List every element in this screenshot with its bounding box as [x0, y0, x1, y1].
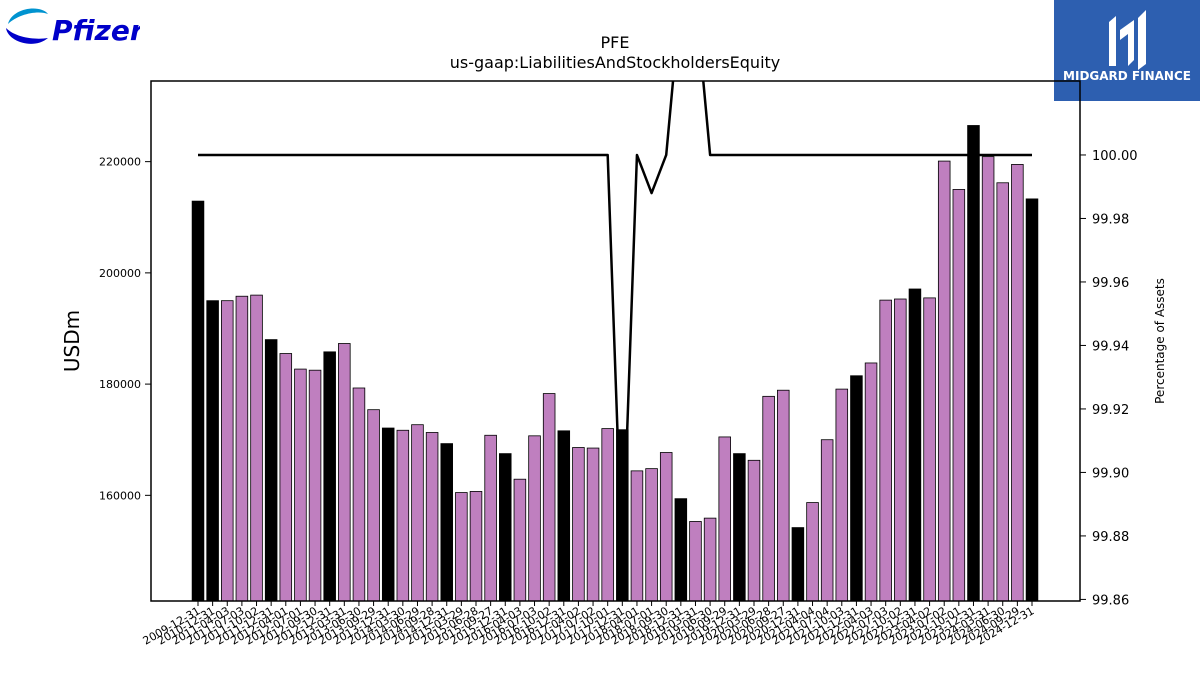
midgard-finance-text: MIDGARD FINANCE: [1063, 69, 1191, 83]
bar-2017-07-02: [586, 447, 600, 602]
bar-2012-07-01: [294, 368, 307, 602]
bar-2021-12-31: [850, 375, 863, 602]
y2-tick-label: 99.98: [1092, 212, 1129, 227]
y2-tick-label: 99.92: [1092, 403, 1129, 418]
bar-2013-03-31: [338, 343, 351, 602]
y-tick-label: 200000: [99, 267, 141, 280]
bar-2024-03-31: [981, 156, 995, 602]
bar-2019-12-31: [733, 453, 746, 602]
y2-tick-label: 99.88: [1092, 530, 1129, 545]
y-tick-label: 180000: [99, 378, 141, 391]
bar-2020-09-27: [777, 389, 790, 602]
bar-2012-09-30: [308, 369, 322, 602]
bar-2015-06-28: [469, 491, 483, 602]
bar-2016-07-03: [528, 435, 541, 602]
y2-tick-label: 99.86: [1092, 593, 1129, 608]
bar-2021-04-04: [806, 502, 819, 602]
bar-2013-12-31: [381, 427, 395, 602]
bar-2023-04-02: [923, 297, 936, 602]
bar-2016-12-31: [557, 430, 571, 602]
bar-2024-12-31: [1025, 198, 1039, 602]
y-axis-label: USDm: [60, 310, 84, 372]
bar-2014-06-29: [411, 424, 424, 602]
y-tick-label: 160000: [99, 489, 141, 502]
bar-2016-04-03: [513, 478, 527, 602]
y-tick-label: 220000: [99, 156, 141, 169]
bar-2022-12-31: [908, 288, 922, 602]
bar-2018-09-30: [659, 452, 673, 602]
bar-2024-09-29: [1011, 164, 1024, 602]
bar-2022-07-03: [879, 299, 892, 602]
bar-2011-07-03: [235, 295, 249, 602]
bar-2015-09-27: [484, 434, 497, 602]
bar-2015-12-31: [499, 453, 512, 602]
bar-2019-03-31: [689, 521, 702, 602]
bar-series: [191, 125, 1039, 602]
bar-2020-06-28: [762, 395, 775, 602]
bar-2022-10-02: [894, 298, 907, 602]
bar-2016-10-02: [542, 393, 556, 602]
plot-frame: [150, 80, 1081, 602]
bar-2019-06-30: [703, 517, 717, 602]
bar-2014-03-30: [396, 429, 410, 602]
bar-2021-10-03: [835, 388, 849, 602]
bar-2012-12-31: [323, 351, 336, 602]
bar-2010-12-31: [206, 300, 219, 602]
pfizer-logo-text: Pfizer: [52, 14, 140, 47]
bar-2009-12-31: [191, 200, 205, 602]
bar-2023-07-02: [937, 160, 951, 602]
bar-2018-07-01: [645, 468, 658, 602]
bar-2020-12-31: [791, 527, 805, 602]
midgard-finance-logo: MIDGARD FINANCE: [1054, 0, 1200, 101]
bar-2015-03-29: [455, 492, 468, 602]
bar-2023-12-31: [967, 125, 980, 602]
bar-2022-04-03: [864, 362, 878, 602]
percentage-of-assets-line: [198, 81, 1032, 569]
chart-title: PFE: [601, 33, 630, 52]
bar-2017-04-02: [572, 447, 585, 602]
bar-2019-09-29: [718, 436, 731, 602]
chart-subtitle: us-gaap:LiabilitiesAndStockholdersEquity: [450, 53, 781, 72]
bar-2011-12-31: [264, 339, 278, 602]
bar-2020-03-29: [747, 459, 761, 602]
y2-tick-label: 100.00: [1092, 149, 1138, 164]
bar-2024-06-30: [996, 182, 1009, 602]
bar-2018-12-31: [674, 498, 688, 602]
y2-axis-label: Percentage of Assets: [1153, 278, 1167, 404]
y2-axis: 99.86 99.88 99.90 99.92 99.94 99.96 99.98 100.0…: [1080, 149, 1138, 608]
y-axis: 160000 180000 200000 220000: [99, 156, 151, 502]
bar-2023-10-01: [952, 189, 966, 602]
y2-tick-label: 99.90: [1092, 466, 1129, 481]
bar-2021-07-04: [820, 439, 834, 602]
bar-2014-09-28: [425, 432, 439, 602]
x-axis: 2009-12-312010-12-312011-04-032011-07-03…: [141, 601, 1037, 648]
y2-tick-label: 99.94: [1092, 339, 1129, 354]
y2-tick-label: 99.96: [1092, 276, 1129, 291]
pfizer-logo: Pfizer: [0, 0, 146, 60]
bar-2011-10-02: [250, 294, 263, 602]
bar-2018-04-01: [630, 470, 644, 602]
bar-2014-12-31: [440, 443, 453, 602]
bar-2012-04-01: [279, 353, 293, 602]
bar-2013-06-30: [352, 387, 366, 602]
bar-2013-09-29: [367, 409, 380, 602]
bar-2017-10-01: [601, 428, 614, 602]
bar-2011-04-03: [221, 300, 234, 602]
